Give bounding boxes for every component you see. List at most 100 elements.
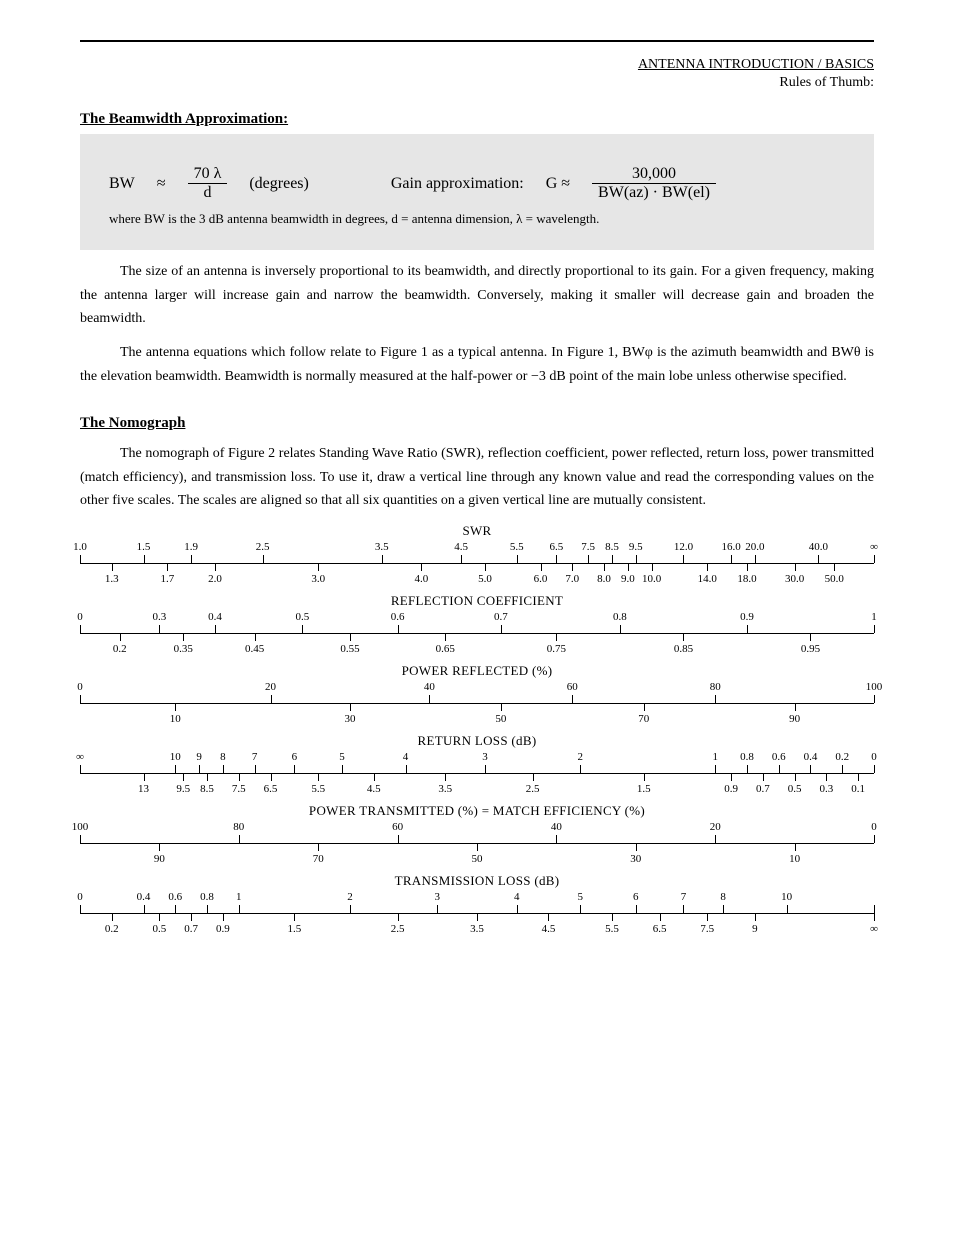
tick: [477, 843, 478, 851]
tick: [747, 765, 748, 773]
tick: [374, 773, 375, 781]
tick-label: 0.75: [547, 643, 566, 655]
tick: [636, 905, 637, 913]
tick-label: 5.5: [510, 541, 524, 553]
tick: [541, 563, 542, 571]
tick: [548, 913, 549, 921]
page-header: ANTENNA INTRODUCTION / BASICS Rules of T…: [80, 56, 874, 91]
tick: [826, 773, 827, 781]
tick-label: 60: [392, 821, 403, 833]
tick: [239, 905, 240, 913]
tick-label: 2.5: [526, 783, 540, 795]
tick: [350, 905, 351, 913]
eq-gain-den: BW(az) · BW(el): [592, 184, 716, 202]
tick-label: 9: [752, 923, 758, 935]
tick-label: 50.0: [825, 573, 844, 585]
tick: [302, 625, 303, 633]
tick-label: 13: [138, 783, 149, 795]
tick-label: 40.0: [809, 541, 828, 553]
nomo-scale-0: 1.01.51.92.53.54.55.56.57.58.59.512.016.…: [80, 541, 874, 587]
tick-label: 8.5: [200, 783, 214, 795]
tick: [406, 765, 407, 773]
tick-label: 10: [781, 891, 792, 903]
tick-label: 0.85: [674, 643, 693, 655]
tick-label: 14.0: [698, 573, 717, 585]
tick: [437, 905, 438, 913]
tick: [620, 625, 621, 633]
tick-label: 8: [220, 751, 226, 763]
tick: [207, 773, 208, 781]
tick: [223, 765, 224, 773]
tick-label: 1.5: [137, 541, 151, 553]
tick: [271, 773, 272, 781]
section-equations-title: The Beamwidth Approximation:: [80, 111, 874, 128]
tick: [755, 913, 756, 921]
tick: [477, 913, 478, 921]
tick-label: 6.5: [264, 783, 278, 795]
tick: [207, 905, 208, 913]
tick-label: 50: [495, 713, 506, 725]
tick-label: 6: [292, 751, 298, 763]
tick-label: 90: [154, 853, 165, 865]
tick: [239, 773, 240, 781]
tick: [572, 563, 573, 571]
tick-label: 10: [170, 713, 181, 725]
tick-label: 90: [789, 713, 800, 725]
tick: [144, 773, 145, 781]
tick-label: ∞: [76, 751, 84, 763]
tick: [644, 773, 645, 781]
tick-label: 30: [630, 853, 641, 865]
tick-label: 10: [789, 853, 800, 865]
tick: [144, 905, 145, 913]
tick: [382, 555, 383, 563]
tick: [318, 773, 319, 781]
tick: [398, 835, 399, 843]
tick-label: 2: [577, 751, 583, 763]
tick-label: 0.7: [494, 611, 508, 623]
tick-label: 0.45: [245, 643, 264, 655]
tick-label: 0.5: [153, 923, 167, 935]
tick: [707, 563, 708, 571]
tick-label: 1: [871, 611, 877, 623]
tick: [747, 563, 748, 571]
tick: [398, 625, 399, 633]
tick-label: 60: [567, 681, 578, 693]
tick-label: ∞: [870, 923, 878, 935]
tick-label: 0.1: [851, 783, 865, 795]
tick: [763, 773, 764, 781]
nomo-title-4: POWER TRANSMITTED (%) = MATCH EFFICIENCY…: [80, 803, 874, 819]
nomo-scale-3: ∞109876543210.80.60.40.20139.58.57.56.55…: [80, 751, 874, 797]
tick-label: 20: [710, 821, 721, 833]
tick-label: 4: [403, 751, 409, 763]
tick: [874, 555, 875, 563]
tick: [715, 765, 716, 773]
nomo-axis-line: [80, 773, 874, 774]
tick: [175, 703, 176, 711]
tick: [683, 905, 684, 913]
tick-label: 0.3: [819, 783, 833, 795]
tick: [294, 765, 295, 773]
tick-label: 1: [236, 891, 242, 903]
nomo-title-3: RETURN LOSS (dB): [80, 733, 874, 749]
tick: [660, 913, 661, 921]
tick: [350, 633, 351, 641]
nomograph-container: SWR1.01.51.92.53.54.55.56.57.58.59.512.0…: [80, 523, 874, 937]
tick-label: 7.0: [565, 573, 579, 585]
tick-label: 3.0: [311, 573, 325, 585]
tick-label: 4.5: [454, 541, 468, 553]
tick-label: 70: [313, 853, 324, 865]
tick: [199, 765, 200, 773]
tick-label: 0.6: [391, 611, 405, 623]
tick-label: 0.3: [153, 611, 167, 623]
tick: [628, 563, 629, 571]
tick-label: 0.5: [295, 611, 309, 623]
tick: [191, 913, 192, 921]
nomo-scale-4: 1008060402009070503010: [80, 821, 874, 867]
tick-label: 0.9: [724, 783, 738, 795]
tick: [683, 555, 684, 563]
tick: [517, 555, 518, 563]
tick: [755, 555, 756, 563]
tick: [715, 835, 716, 843]
tick: [517, 905, 518, 913]
tick: [874, 695, 875, 703]
